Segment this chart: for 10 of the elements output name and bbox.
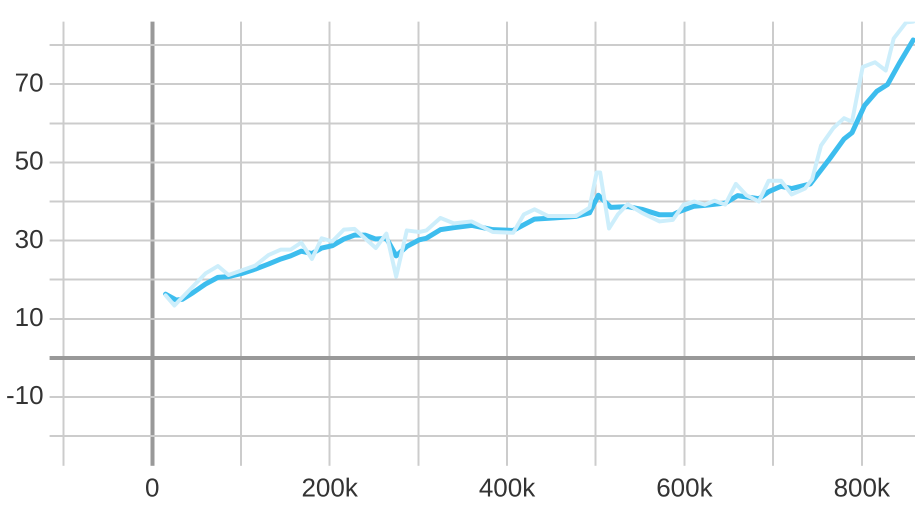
x-tick-label: 0 xyxy=(145,472,160,503)
y-tick-label: -10 xyxy=(6,380,44,410)
y-tick-label: 30 xyxy=(14,224,44,254)
y-tick-label: 10 xyxy=(14,302,44,332)
x-tick-label: 400k xyxy=(478,472,536,503)
x-tick-label: 600k xyxy=(656,472,714,503)
x-tick-label: 800k xyxy=(834,472,891,503)
y-tick-label: 50 xyxy=(14,146,44,176)
y-tick-label: 70 xyxy=(14,67,44,98)
x-tick-label: 200k xyxy=(301,472,359,503)
